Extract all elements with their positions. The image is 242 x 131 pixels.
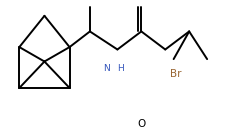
Text: O: O: [137, 119, 145, 129]
Text: Br: Br: [170, 69, 182, 78]
Text: H: H: [117, 64, 123, 73]
Text: N: N: [103, 64, 110, 73]
